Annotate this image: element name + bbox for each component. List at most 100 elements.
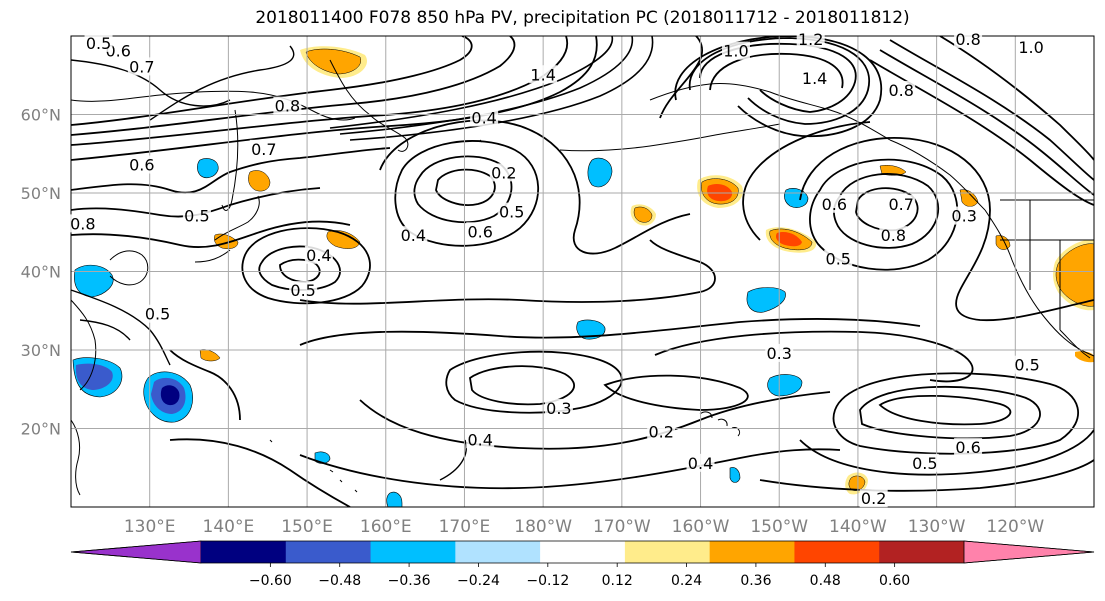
pv-contour-basin-7 — [169, 349, 241, 421]
neg-blob-west-pacific-2-inner — [160, 385, 180, 406]
pos-blob-kuril — [248, 170, 271, 192]
contour-label-bg — [304, 245, 333, 264]
contour-label-text: 0.2 — [861, 489, 886, 508]
contour-label-bg — [910, 453, 939, 472]
pos-blob-central-n-core — [633, 206, 653, 223]
colorbar-bin-8 — [879, 541, 965, 563]
neg-blob-aleutian-1 — [587, 157, 613, 188]
pv-contour-basin-6 — [654, 330, 974, 383]
contour-label-bg — [950, 206, 979, 225]
coast-hawaii — [699, 411, 741, 437]
coast-alaska — [649, 83, 891, 141]
pv-contour-misc-3 — [149, 45, 295, 121]
contour-label-21: 0.8 — [954, 29, 983, 49]
pv-contour-alaska-4 — [709, 52, 844, 91]
contour-label-18: 1.2 — [796, 29, 825, 49]
contour-label-bg — [143, 304, 172, 323]
contour-label-bg — [887, 194, 916, 213]
contour-label-bg — [470, 108, 499, 127]
pv-contour-low-east-1 — [855, 187, 919, 232]
coast-philippines — [71, 419, 81, 496]
pv-contour-low-mid-4 — [379, 119, 691, 255]
contour-label-text: 0.2 — [491, 163, 516, 182]
contour-label-1: 0.5 — [84, 33, 113, 53]
contour-label-bg — [954, 438, 983, 457]
lon-tick-labels: 130°E 140°E 150°E 160°E 170°E 180°W 170°W 160°W… — [124, 517, 1045, 537]
colorbar-tick-label-7: 0.36 — [740, 573, 771, 589]
contour-label-text: 1.0 — [723, 42, 748, 61]
contour-label-bg — [466, 222, 495, 241]
contour-label-7: 0.8 — [68, 214, 97, 233]
lon-tick-label-7: 160°W — [672, 517, 730, 537]
lon-tick-label-8: 150°W — [750, 517, 808, 537]
contour-label-bg — [1017, 37, 1046, 56]
neg-blob-central-1 — [576, 319, 606, 340]
pv-contour-se-1 — [878, 394, 1012, 426]
contour-label-33: 0.6 — [954, 438, 983, 457]
contour-label-text: 0.4 — [688, 454, 713, 473]
pv-contour-basin-3 — [445, 350, 623, 414]
contour-label-bg — [249, 139, 278, 158]
contour-label-10: 0.5 — [143, 304, 172, 324]
colorbar-bin-0 — [201, 541, 287, 563]
contour-label-bg — [796, 29, 825, 48]
colorbar-tick-label-6: 0.24 — [671, 573, 702, 589]
coast-china — [71, 299, 97, 391]
contour-label-text: 0.4 — [467, 430, 492, 449]
contour-label-14: 0.5 — [497, 202, 526, 222]
neg-blob-south-2 — [386, 491, 403, 507]
contour-label-text: 0.4 — [306, 246, 331, 265]
colorbar-tick-label-9: 0.60 — [879, 573, 910, 589]
contour-label-text: 0.8 — [881, 226, 906, 245]
contour-label-bg — [273, 96, 302, 115]
contour-label-text: 0.7 — [251, 140, 276, 159]
colorbar-tick-label-8: 0.48 — [810, 573, 841, 589]
contour-label-bg — [824, 249, 853, 268]
colorbar-bin-2 — [370, 541, 456, 563]
contour-label-bg — [820, 194, 849, 213]
precipitation-shading — [72, 46, 1094, 507]
contour-label-bg — [68, 214, 97, 233]
neg-blob-west-pacific-1-core — [75, 363, 113, 390]
lon-tick-label-5: 180°W — [514, 517, 572, 537]
contour-label-bg — [765, 343, 794, 362]
coast-japan — [194, 195, 260, 263]
pos-blob-coast-2 — [995, 235, 1011, 250]
contour-label-3: 0.8 — [273, 96, 302, 116]
contour-label-text: 0.3 — [546, 399, 571, 418]
pos-blob-gulf-2-core — [775, 232, 802, 247]
pv-contour-basin-1 — [299, 239, 716, 305]
neg-blob-south-1 — [314, 451, 331, 464]
contour-label-text: 0.8 — [70, 214, 95, 233]
contour-label-25: 0.8 — [879, 226, 908, 245]
contour-label-text: 0.5 — [499, 203, 524, 222]
contour-label-26: 0.5 — [824, 249, 853, 269]
contour-label-bg — [954, 29, 983, 48]
contour-label-27: 0.3 — [950, 206, 979, 226]
contour-label-bg — [289, 281, 318, 300]
pv-contour-jet-1 — [71, 36, 473, 126]
colorbar-tick-label-0: −0.60 — [249, 573, 292, 589]
pv-contour-basin-5 — [603, 374, 749, 411]
contour-label-29: 0.5 — [1013, 355, 1042, 375]
colorbar-bin-6 — [709, 541, 795, 563]
pv-contour-coast-4 — [939, 36, 1094, 161]
pv-contour-jet-6 — [339, 36, 634, 135]
contour-label-text: 0.8 — [888, 81, 913, 100]
colorbar-tick-label-1: −0.48 — [318, 573, 361, 589]
lon-tick-label-11: 120°W — [986, 517, 1044, 537]
contour-label-31: 0.4 — [466, 430, 495, 449]
coast-mexico — [1059, 329, 1091, 359]
contour-label-37: 0.4 — [686, 453, 715, 473]
contour-labels: 0.6 0.5 0.7 0.8 0.7 0.6 0.5 0.8 0.4 0.5 0.5 1.4 0.4 0… — [68, 29, 1046, 508]
contour-label-text: 0.5 — [1014, 356, 1039, 375]
coast-aleutians — [559, 123, 781, 152]
contour-label-bg — [127, 155, 156, 174]
contour-label-24: 0.7 — [887, 194, 916, 214]
contour-label-4: 0.7 — [249, 139, 278, 159]
pv-contour-se-4 — [799, 429, 1094, 476]
colorbar-outline — [70, 540, 1095, 564]
pv-contour-misc-5 — [439, 439, 467, 481]
coast-korea — [109, 250, 149, 286]
